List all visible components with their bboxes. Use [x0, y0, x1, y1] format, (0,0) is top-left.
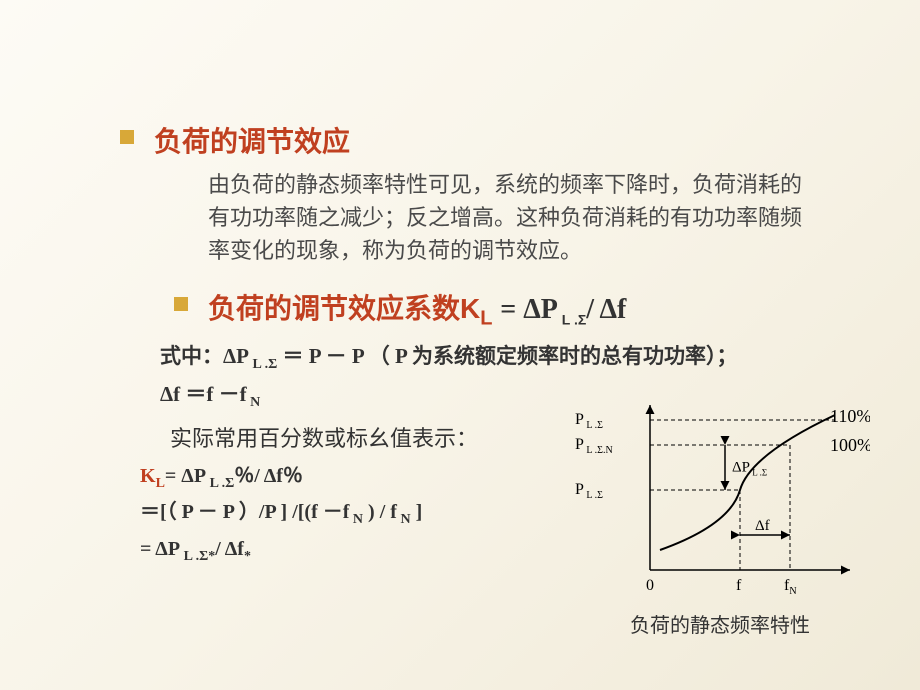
f2s: N — [247, 395, 261, 410]
svg-text:Δf: Δf — [755, 518, 770, 534]
f5s: N — [349, 512, 363, 527]
f1b: ＝ P － P （ P 为系统额定频率时的总有功功率）； — [277, 344, 737, 368]
f5a: ＝[（ P － P ）/P ] /[(f －f — [140, 501, 349, 523]
chart-caption: 负荷的静态频率特性 — [570, 609, 870, 638]
svg-text:P L .Σ.N: P L .Σ.N — [575, 436, 613, 456]
svg-text:100%: 100% — [830, 435, 870, 455]
f1s: L .Σ — [249, 357, 277, 372]
f5c: ] — [411, 501, 423, 523]
f4k: K — [140, 465, 156, 487]
svg-text:P L .Σ: P L .Σ — [575, 411, 603, 431]
f1a: 式中：ΔP — [160, 344, 249, 368]
f4ks: L — [156, 476, 165, 491]
formula-line-1: 式中：ΔP L .Σ ＝ P － P （ P 为系统额定频率时的总有功功率）； — [160, 339, 860, 377]
bullet-square-icon — [120, 130, 134, 144]
h2-sub2: L .Σ — [558, 312, 586, 328]
f5b: ) / f — [363, 501, 397, 523]
heading-2: 负荷的调节效应系数KL = ΔP L .Σ/ Δf — [208, 287, 626, 331]
f6a: = ΔP — [140, 538, 180, 560]
bullet-2: 负荷的调节效应系数KL = ΔP L .Σ/ Δf — [174, 287, 860, 331]
chart-container: P L .Σ P L .Σ.N P L .Σ 110% 100% ΔP L .Σ Δf 0 f f… — [570, 400, 870, 638]
heading-1: 负荷的调节效应 — [154, 120, 350, 160]
f6b: / Δf — [215, 538, 244, 560]
svg-text:P L .Σ: P L .Σ — [575, 481, 603, 501]
f6s: L .Σ* — [180, 549, 215, 564]
bullet-1: 负荷的调节效应 — [120, 120, 860, 160]
svg-text:110%: 110% — [830, 406, 870, 426]
h2-suffix: / Δf — [586, 294, 626, 325]
svg-text:f: f — [736, 577, 742, 594]
f5s2: N — [397, 512, 411, 527]
f6s2: * — [244, 549, 251, 564]
h2-prefix: 负荷的调节效应系数K — [208, 293, 480, 324]
h2-sub: L — [480, 308, 492, 330]
svg-text:ΔP L .Σ: ΔP L .Σ — [732, 460, 767, 478]
f2a: Δf ＝f －f — [160, 382, 247, 406]
svg-text:fN: fN — [784, 577, 797, 597]
svg-text:0: 0 — [646, 577, 654, 594]
h2-eq: = ΔP — [500, 294, 558, 325]
load-frequency-chart: P L .Σ P L .Σ.N P L .Σ 110% 100% ΔP L .Σ Δf 0 f f… — [570, 400, 870, 600]
body-text-1: 由负荷的静态频率特性可见，系统的频率下降时，负荷消耗的有功功率随之减少；反之增高… — [208, 168, 820, 267]
f4s: L .Σ — [206, 476, 234, 491]
bullet-square-icon — [174, 297, 188, 311]
f4a: = ΔP — [165, 465, 206, 487]
f4b: ％/ Δf％ — [234, 465, 303, 487]
